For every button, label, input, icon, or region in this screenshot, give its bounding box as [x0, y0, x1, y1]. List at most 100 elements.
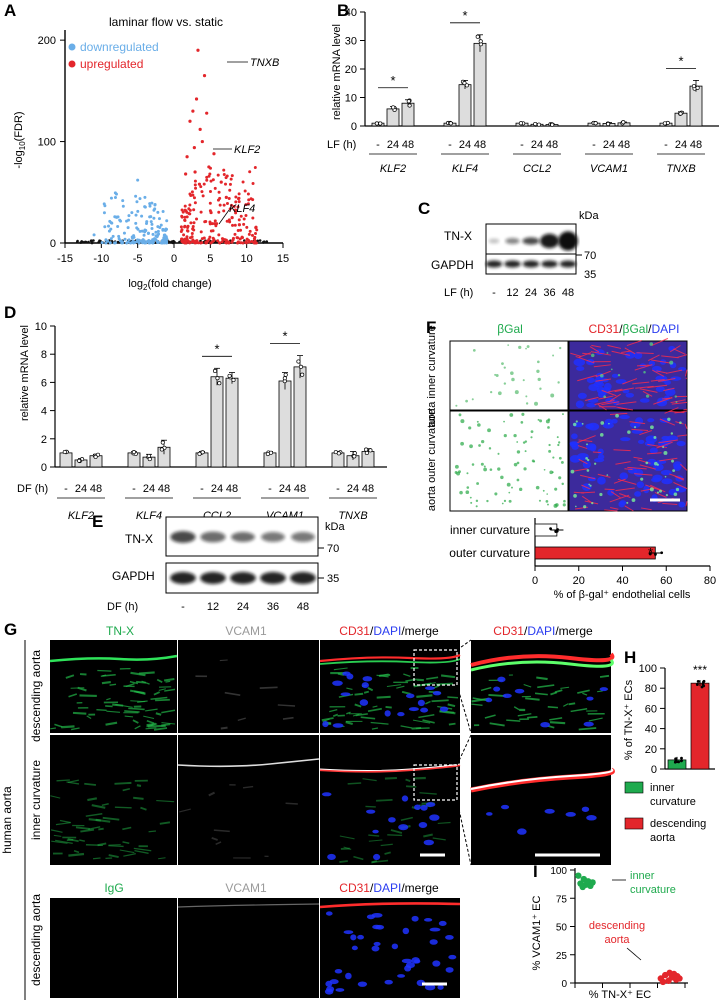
chart-a-point-down [150, 223, 153, 226]
chart-a-point-up [248, 170, 251, 173]
chart-a-point-up [189, 236, 192, 239]
chart-a-point-up [242, 181, 245, 184]
g-fiber [449, 724, 456, 725]
g-fiber [108, 846, 123, 847]
g-row-label-2: inner curvature [29, 760, 43, 840]
g-nucleus [424, 918, 432, 922]
chart-a-point-up [255, 226, 258, 229]
g-fiber [125, 716, 133, 717]
y-tick-label: 30 [345, 36, 357, 48]
f-signal-dot [552, 457, 554, 459]
blot-c-gapdh-bands [486, 261, 577, 268]
g-nucleus [398, 824, 408, 830]
f-signal-dot [548, 450, 551, 453]
h-chart-y-tick-label: 40 [645, 724, 657, 736]
chart-a-y-label: -log10(FDR) [13, 111, 27, 168]
blot-lane-label: 24 [237, 601, 249, 613]
y-tick-label: 10 [35, 321, 47, 333]
blot-band [505, 238, 519, 244]
f-signal-dot [470, 497, 472, 499]
f-signal-dot [671, 460, 674, 463]
chart-a-point-down [140, 215, 143, 218]
i-annotation-line-descending [627, 948, 641, 960]
data-point [476, 35, 479, 38]
g-fiber [155, 700, 170, 701]
f-signal-dot [671, 432, 673, 434]
chart-a-point-up [202, 194, 205, 197]
f-membrane [593, 452, 601, 453]
f-signal-dot [603, 395, 606, 398]
chart-a-point-up [254, 166, 257, 169]
annotation-klf4: KLF4 [229, 203, 255, 215]
f-signal-dot [526, 402, 528, 404]
f-nucleus [574, 359, 586, 367]
data-point [379, 122, 382, 125]
f-nucleus [578, 393, 587, 399]
g-col-vcam1-bottom: VCAM1 [225, 881, 267, 895]
chart-a-point-up [250, 197, 253, 200]
chart-a-point-down [160, 224, 163, 227]
chart-a-point-up [191, 227, 194, 230]
f-signal-dot [618, 374, 620, 376]
chart-a-point-up [251, 216, 254, 219]
chart-a-point-up [238, 223, 241, 226]
f-signal-dot [576, 420, 578, 422]
g-nucleus [362, 682, 369, 688]
chart-a-point-up [205, 179, 208, 182]
chart-a-point-up [204, 241, 207, 244]
chart-a-point-up [212, 152, 215, 155]
f-signal-dot [504, 367, 506, 369]
bar [279, 381, 291, 467]
chart-a-point-up [207, 165, 210, 168]
blot-band [523, 261, 540, 268]
f-signal-dot [552, 471, 554, 473]
h-legend-swatch-inner [625, 782, 643, 793]
chart-a-point-down [138, 197, 141, 200]
condition-tick-label: 24 [211, 483, 223, 495]
g-fiber [387, 835, 402, 836]
i-chart-y-tick-label: 100 [550, 866, 567, 877]
chart-a-point-up [183, 219, 186, 222]
f-signal-dot [667, 418, 670, 421]
f-signal-dot [460, 419, 464, 423]
f-signal-dot [531, 430, 534, 433]
f-signal-dot [514, 463, 518, 467]
data-point [369, 449, 372, 452]
h-chart-data-point [696, 683, 699, 686]
f-nucleus [634, 491, 641, 497]
f-signal-dot [521, 421, 524, 424]
chart-i-y-label: % VCAM1⁺ EC [531, 896, 543, 971]
bar [226, 378, 238, 467]
h-chart-data-point [677, 761, 680, 764]
data-point [297, 360, 300, 363]
f-nucleus [598, 448, 604, 455]
data-point [449, 122, 452, 125]
g-fiber [102, 682, 111, 683]
blot-lane-label: 24 [525, 287, 537, 299]
data-point [365, 451, 368, 454]
chart-a-point-up [234, 195, 237, 198]
g-nucleus [384, 980, 392, 985]
f-nucleus [619, 415, 630, 419]
g-nucleus [322, 721, 328, 727]
chart-a-point-up [210, 229, 213, 232]
g-fiber [376, 800, 392, 801]
condition-label: DF (h) [17, 483, 48, 495]
chart-a-point-down [110, 197, 113, 200]
legend-marker-downregulated [69, 44, 76, 51]
blot-band [261, 532, 285, 542]
g-nucleus [412, 916, 419, 922]
condition-tick-label: 48 [90, 483, 102, 495]
f-signal-dot [518, 346, 521, 349]
category-label: KLF4 [136, 510, 162, 522]
h-chart-data-point [674, 757, 677, 760]
panel-label-g: G [4, 620, 17, 639]
f-membrane [637, 353, 654, 354]
f-signal-dot [517, 450, 520, 453]
g-side-label: human aorta [0, 786, 14, 854]
chart-a-point-up [196, 49, 199, 52]
g-nucleus [322, 792, 332, 796]
f-signal-dot [490, 468, 493, 471]
f-chart-bar [535, 547, 655, 559]
